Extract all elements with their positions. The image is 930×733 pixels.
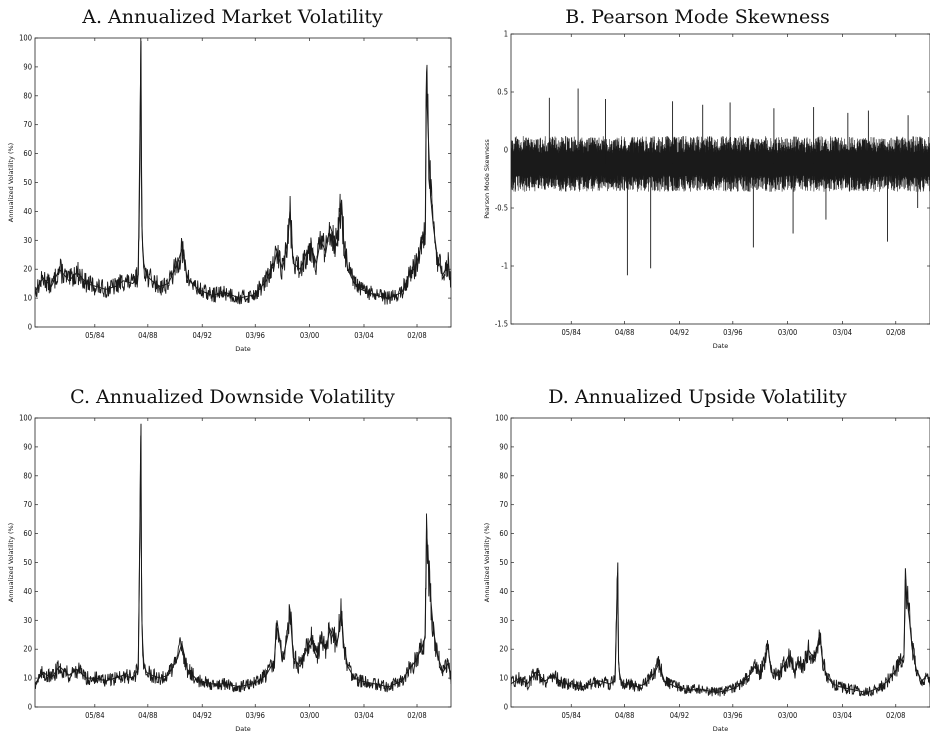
x-tick-label: 03/96: [723, 328, 742, 337]
y-tick-label: 60: [499, 529, 508, 538]
y-tick-label: 90: [23, 62, 32, 71]
y-tick-label: 100: [19, 414, 32, 423]
y-tick-label: 80: [23, 91, 32, 100]
y-tick-label: 10: [23, 674, 32, 683]
x-tick-label: 04/92: [192, 711, 211, 720]
x-tick-label: 03/96: [246, 711, 265, 720]
x-tick-label: 02/08: [886, 711, 905, 720]
chart-svg: 0 10 20 30 40 50 60 70 80 90 100 05/84 04/88 04/92 03/…: [483, 414, 930, 733]
y-tick-label: 50: [499, 558, 508, 567]
series-line: [35, 435, 451, 693]
y-axis-label: Pearson Mode Skewness: [483, 139, 491, 219]
x-tick-label: 02/08: [886, 328, 905, 337]
y-axis-label: Annualized Volatility (%): [7, 523, 15, 602]
x-tick-label: 03/04: [354, 711, 373, 720]
series-peak-line: [511, 562, 930, 694]
chart-title: D. Annualized Upside Volatility: [548, 386, 847, 408]
x-tick-label: 03/96: [723, 711, 742, 720]
y-tick-label: 100: [495, 414, 508, 423]
x-tick-label: 03/04: [833, 328, 852, 337]
chart-svg: 0 10 20 30 40 50 60 70 80 90 100 05/84 04/88 04/92 03/…: [7, 414, 452, 733]
panel-a: A. Annualized Market Volatility 0 10 20 30 4…: [0, 0, 465, 366]
y-tick-label: -0.5: [495, 204, 508, 213]
y-tick-label: 90: [499, 442, 508, 451]
x-tick-label: 03/96: [246, 331, 265, 340]
y-tick-label: 70: [23, 120, 32, 129]
plot-frame: [34, 417, 452, 708]
y-tick-label: 0: [28, 323, 32, 332]
y-tick-label: 30: [23, 236, 32, 245]
x-axis-label: Date: [713, 342, 729, 350]
y-tick-label: 0: [504, 703, 508, 712]
series-peak-line: [35, 40, 451, 299]
y-tick-label: 30: [23, 616, 32, 625]
x-tick-label: 03/04: [354, 331, 373, 340]
x-tick-label: 04/88: [138, 711, 157, 720]
y-tick-label: 60: [23, 529, 32, 538]
y-tick-label: 0: [28, 703, 32, 712]
plot-frame: [510, 417, 930, 708]
y-tick-label: 0.5: [497, 88, 508, 97]
y-tick-label: 20: [23, 645, 32, 654]
x-tick-label: 05/84: [85, 331, 104, 340]
x-tick-label: 03/00: [778, 711, 797, 720]
y-tick-label: 70: [23, 500, 32, 509]
chart-svg: 0 10 20 30 40 50 60 70 80 90 100 05/84 04/88 04/92 03/…: [7, 34, 452, 353]
y-tick-label: 40: [23, 587, 32, 596]
x-tick-label: 05/84: [562, 328, 581, 337]
y-tick-label: 50: [23, 558, 32, 567]
panel-b: B. Pearson Mode Skewness -1.5 -1 -0.5 0 0.5 1…: [465, 0, 930, 366]
chart-title: B. Pearson Mode Skewness: [565, 6, 830, 28]
y-axis-label: Annualized Volatility (%): [7, 143, 15, 222]
y-tick-label: 20: [23, 265, 32, 274]
chart-title: C. Annualized Downside Volatility: [70, 386, 395, 408]
y-tick-label: 50: [23, 178, 32, 187]
y-tick-label: 70: [499, 500, 508, 509]
y-tick-label: 100: [19, 34, 32, 43]
y-tick-label: 1: [504, 30, 508, 39]
y-tick-label: 30: [499, 616, 508, 625]
series-line: [35, 38, 451, 305]
y-tick-label: 90: [23, 442, 32, 451]
x-tick-label: 04/88: [615, 711, 634, 720]
y-tick-label: -1: [501, 262, 508, 271]
x-tick-label: 02/08: [407, 331, 426, 340]
x-axis-label: Date: [235, 725, 251, 733]
panel-c: C. Annualized Downside Volatility 0 10 20 3…: [0, 366, 465, 733]
series-peak-line: [35, 423, 451, 688]
y-axis-label: Annualized Volatility (%): [483, 523, 491, 602]
y-tick-label: -1.5: [495, 320, 508, 329]
y-tick-label: 20: [499, 645, 508, 654]
x-tick-label: 03/00: [778, 328, 797, 337]
chart-svg: -1.5 -1 -0.5 0 0.5 1 05/84 04/88 04/92 03/96 03/00…: [483, 30, 930, 350]
x-tick-label: 05/84: [85, 711, 104, 720]
chart-title: A. Annualized Market Volatility: [82, 6, 383, 28]
x-tick-label: 04/92: [670, 711, 689, 720]
x-axis-label: Date: [713, 725, 729, 733]
x-tick-label: 02/08: [407, 711, 426, 720]
x-tick-label: 05/84: [562, 711, 581, 720]
x-tick-label: 04/88: [138, 331, 157, 340]
x-tick-label: 03/00: [300, 331, 319, 340]
y-tick-label: 0: [504, 146, 508, 155]
band-series-line: [511, 136, 930, 192]
series-line: [511, 572, 930, 697]
y-tick-label: 60: [23, 149, 32, 158]
panel-d: D. Annualized Upside Volatility 0 10 20 30 4…: [465, 366, 930, 733]
x-tick-label: 03/04: [833, 711, 852, 720]
x-tick-label: 04/88: [615, 328, 634, 337]
y-tick-label: 10: [499, 674, 508, 683]
y-tick-label: 80: [23, 471, 32, 480]
x-tick-label: 04/92: [192, 331, 211, 340]
x-axis-label: Date: [235, 345, 251, 353]
y-tick-label: 80: [499, 471, 508, 480]
x-tick-label: 03/00: [300, 711, 319, 720]
y-tick-label: 10: [23, 294, 32, 303]
y-tick-label: 40: [499, 587, 508, 596]
y-tick-label: 40: [23, 207, 32, 216]
x-tick-label: 04/92: [670, 328, 689, 337]
